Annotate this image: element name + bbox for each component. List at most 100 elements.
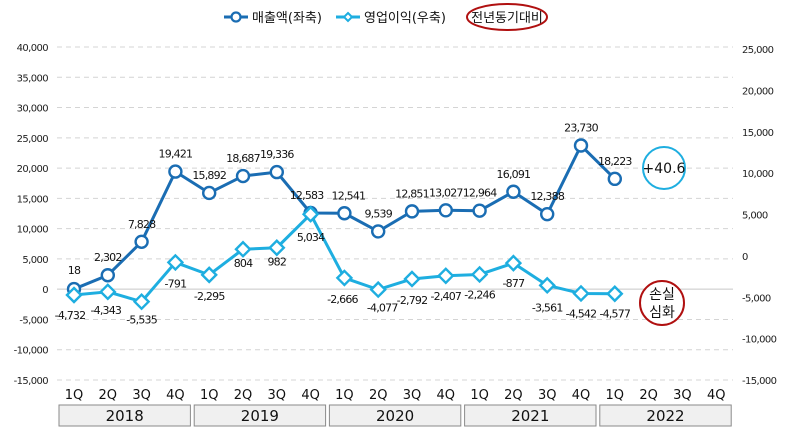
revenue-data-label: 23,730 xyxy=(564,122,598,135)
left-tick-label: 5,000 xyxy=(22,255,48,266)
legend-item-revenue: 매출액(좌축) xyxy=(224,11,322,26)
operating-profit-point xyxy=(606,285,624,303)
quarter-label: 2Q xyxy=(504,388,523,403)
revenue-data-label: 19,421 xyxy=(159,148,193,161)
operating-profit-data-label: -2,295 xyxy=(194,290,225,303)
revenue-point xyxy=(134,234,149,249)
operating-profit-data-label: -2,792 xyxy=(397,294,428,307)
quarter-label: 3Q xyxy=(268,388,287,403)
right-tick-label: -15,000 xyxy=(742,376,777,387)
year-group-label: 2019 xyxy=(241,407,279,425)
legend-yoy-highlight: 전년동기대비 xyxy=(466,3,548,31)
revenue-data-label: 15,892 xyxy=(192,169,226,182)
right-tick-label: 25,000 xyxy=(742,45,774,56)
x-axis: 1Q 2Q 3Q 4Q 1Q 2Q 3Q 4Q 1Q 2Q 3Q 4Q 1Q 2Q 3Q 4Q 1Q 2Q 3Q 4Q… xyxy=(58,388,732,427)
quarter-label: 1Q xyxy=(335,388,354,403)
year-group-label: 2022 xyxy=(646,407,684,425)
left-tick-label: -10,000 xyxy=(14,346,49,357)
left-tick-label: 0 xyxy=(42,285,48,296)
revenue-data-label: 12,964 xyxy=(463,187,497,200)
operating-profit-data-label: -4,343 xyxy=(90,304,121,317)
left-tick-label: 10,000 xyxy=(17,225,49,236)
operating-profit-data-label: -877 xyxy=(503,277,526,290)
operating-profit-point xyxy=(504,254,523,272)
left-tick-label: -5,000 xyxy=(19,315,48,326)
revenue-data-label: 12,541 xyxy=(332,189,366,202)
operating-profit-data-label: -791 xyxy=(165,277,187,290)
quarter-label: 4Q xyxy=(437,388,456,403)
revenue-point xyxy=(269,164,284,180)
operating-profit-point xyxy=(166,253,185,272)
legend: 매출액(좌축) 영업이익(우축) 전년동기대비 xyxy=(224,3,548,31)
quarter-label: 3Q xyxy=(673,388,692,403)
operating-profit-data-label: -4,077 xyxy=(367,302,398,315)
legend-item-operating-profit: 영업이익(우축) xyxy=(336,11,446,26)
right-tick-label: -10,000 xyxy=(742,335,777,346)
loss-label-line2: 심화 xyxy=(649,305,675,321)
revenue-point xyxy=(337,206,352,221)
operating-profit-point xyxy=(268,239,286,257)
left-tick-label: 30,000 xyxy=(17,104,49,115)
operating-profit-point xyxy=(234,240,252,258)
quarter-label: 4Q xyxy=(166,388,185,403)
revenue-point xyxy=(168,164,183,179)
right-tick-label: 5,000 xyxy=(742,211,768,222)
right-tick-label: 20,000 xyxy=(742,86,774,97)
revenue-data-label: 16,091 xyxy=(497,168,531,181)
revenue-data-label: 18 xyxy=(68,264,81,277)
legend-yoy-label: 전년동기대비 xyxy=(471,11,543,26)
quarter-label: 1Q xyxy=(65,388,84,403)
right-axis: -15,000 -10,000 -5,000 0 5,000 10,000 15,000 20… xyxy=(742,45,777,387)
revenue-point xyxy=(506,184,521,199)
quarter-label: 1Q xyxy=(470,388,489,403)
legend-revenue-label: 매출액(좌축) xyxy=(252,11,322,26)
year-group-box xyxy=(193,404,327,427)
operating-profit-data-label: -4,732 xyxy=(55,309,86,322)
revenue-data-label: 12,388 xyxy=(530,190,564,203)
revenue-point xyxy=(404,204,420,219)
year-group-box xyxy=(599,404,732,427)
right-tick-label: 10,000 xyxy=(742,169,774,180)
quarter-label: 4Q xyxy=(301,388,320,403)
loss-ring xyxy=(639,280,685,326)
yoy-ring xyxy=(466,3,548,31)
quarter-label: 2Q xyxy=(234,388,253,403)
revenue-data-label: 18,223 xyxy=(598,155,632,168)
quarter-label: 3Q xyxy=(538,388,557,403)
revenue-point xyxy=(235,168,251,184)
operating-profit-point xyxy=(65,286,83,304)
quarter-label: 1Q xyxy=(200,388,219,403)
operating-profit-data-label: -2,246 xyxy=(464,288,495,301)
revenue-point xyxy=(201,185,217,201)
growth-ring xyxy=(642,146,686,190)
operating-profit-point xyxy=(132,292,151,311)
operating-profit-data-label: 804 xyxy=(234,257,253,270)
year-group-box xyxy=(58,404,191,427)
quarter-label: 2Q xyxy=(639,388,658,403)
revenue-data-label: 19,336 xyxy=(260,148,294,161)
quarter-label: 4Q xyxy=(572,388,591,403)
revenue-data-label: 9,539 xyxy=(364,207,392,220)
revenue-point xyxy=(540,206,555,222)
year-group-label: 2021 xyxy=(511,407,549,425)
operating-profit-point xyxy=(538,276,556,295)
year-group-label: 2018 xyxy=(106,407,144,425)
revenue-point xyxy=(607,171,622,187)
operating-profit-data-label: -4,542 xyxy=(566,307,597,320)
revenue-data-label: 12,583 xyxy=(290,189,324,202)
quarter-label: 2Q xyxy=(369,388,388,403)
operating-profit-point xyxy=(301,205,320,223)
left-tick-label: 15,000 xyxy=(17,194,49,205)
right-tick-label: 0 xyxy=(742,252,748,263)
year-group-box xyxy=(328,404,462,427)
growth-label: +40.6 xyxy=(643,161,686,177)
operating-profit-point xyxy=(200,266,218,284)
revenue-point xyxy=(100,268,116,283)
operating-profit-point xyxy=(403,270,421,288)
revenue-point xyxy=(371,224,386,239)
revenue-data-label: 7,828 xyxy=(128,218,156,231)
operating-profit-data-label: -2,666 xyxy=(327,293,358,306)
revenue-point xyxy=(438,203,453,218)
